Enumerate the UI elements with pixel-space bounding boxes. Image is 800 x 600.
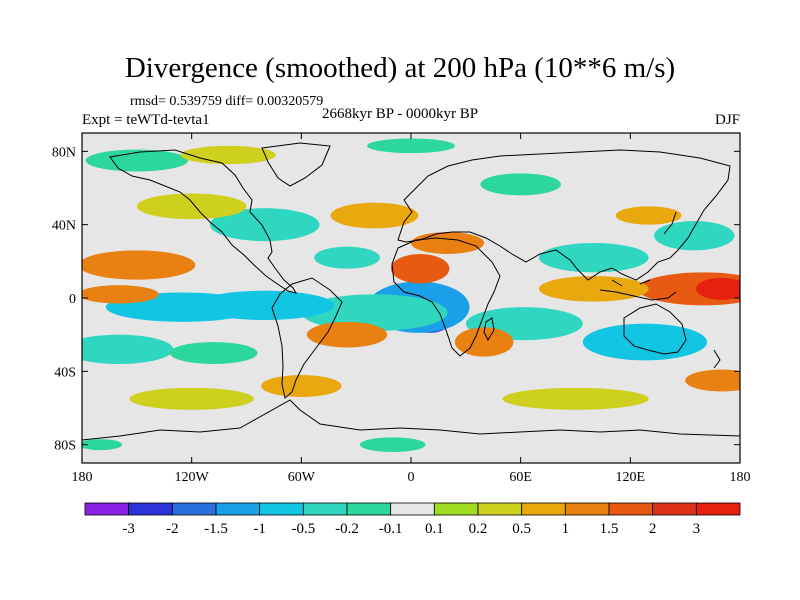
coast-madagascar (483, 317, 495, 342)
experiment-label: Expt = teWTd-tevta1 (82, 112, 210, 128)
x-tick-label: 120E (616, 470, 646, 485)
colorbar-label: -0.1 (379, 521, 403, 537)
contour-fills (82, 138, 740, 452)
axis-ticks: 180 120W 60W 0 60E 120E 180 80N 40N 0 40S 80S (52, 133, 751, 485)
x-tick-label: 120W (175, 470, 210, 485)
colorbar-label: -3 (122, 521, 135, 537)
colorbar-swatch (302, 502, 348, 516)
colorbar-label: -2 (166, 521, 179, 537)
colorbar-label: -1 (253, 521, 266, 537)
colorbar-swatch (652, 502, 697, 516)
colorbar-swatch (84, 502, 130, 516)
contour-region-17 (82, 439, 123, 451)
contour-region-29 (615, 206, 682, 225)
colorbar-label: 2 (649, 521, 657, 537)
colorbar-swatch (521, 502, 566, 516)
y-tick-label: 40N (52, 219, 76, 234)
stats-text: rmsd= 0.539759 diff= 0.00320579 (130, 94, 324, 109)
colorbar-label: -0.5 (291, 521, 315, 537)
y-tick-label: 40S (54, 365, 76, 380)
colorbar-swatch (128, 502, 173, 516)
contour-region-11 (209, 208, 320, 242)
colorbar: -3 -2 -1.5 -1 -0.5 -0.2 -0.1 0.1 0.2 0.5 1 1.5 2 3 (84, 502, 741, 537)
contour-region-27 (685, 369, 740, 392)
contour-region-12 (314, 246, 380, 269)
coast-south-america (271, 277, 343, 399)
colorbar-label: 0.2 (469, 521, 488, 537)
contour-region-19 (696, 277, 740, 300)
contour-region-14 (367, 138, 455, 154)
x-tick-label: 180 (730, 470, 751, 485)
period-label: 2668kyr BP - 0000kyr BP (322, 106, 479, 122)
colorbar-label: 0.1 (425, 521, 444, 537)
colorbar-label: 3 (693, 521, 701, 537)
contour-region-5 (82, 334, 174, 364)
coast-greenland (261, 142, 331, 187)
contour-region-9 (538, 242, 649, 273)
contour-region-24 (306, 321, 388, 348)
colorbar-swatch (259, 502, 304, 516)
colorbar-label: 1.5 (600, 521, 619, 537)
coastlines (82, 142, 740, 441)
colorbar-swatch (346, 502, 392, 516)
colorbar-label: 0.5 (512, 521, 531, 537)
coast-eurasia (397, 149, 731, 281)
colorbar-label: -0.2 (335, 521, 359, 537)
contour-region-20 (390, 253, 450, 284)
y-tick-label: 80N (52, 145, 76, 160)
colorbar-label: -1.5 (204, 521, 228, 537)
contour-region-34 (180, 145, 276, 165)
contour-region-16 (359, 437, 426, 452)
contour-region-8 (582, 323, 708, 361)
contour-region-26 (538, 276, 649, 302)
contour-region-28 (330, 202, 419, 229)
colorbar-swatch (608, 502, 654, 516)
contour-region-33 (136, 193, 247, 220)
colorbar-swatch (433, 502, 479, 516)
contour-region-6 (169, 342, 258, 364)
colorbar-swatch (477, 502, 523, 516)
coast-antarctica (82, 399, 740, 441)
coast-indonesia (599, 279, 677, 301)
contour-region-21 (411, 232, 485, 254)
contour-region-30 (261, 375, 342, 397)
coast-north-america (109, 149, 298, 294)
colorbar-swatch (695, 502, 741, 516)
coast-africa (391, 237, 501, 357)
contour-region-23 (82, 285, 159, 304)
x-tick-label: 0 (408, 470, 415, 485)
coast-australia (623, 303, 687, 355)
coast-japan (663, 211, 677, 235)
x-tick-label: 180 (72, 470, 93, 485)
contour-region-2 (301, 294, 448, 331)
coast-new-zealand (713, 349, 721, 369)
season-label: DJF (714, 112, 740, 128)
contour-region-22 (82, 250, 196, 280)
x-tick-label: 60W (288, 470, 316, 485)
contour-region-10 (654, 221, 735, 251)
contour-region-15 (480, 173, 561, 196)
colorbar-swatch (171, 502, 217, 516)
contour-region-32 (502, 387, 649, 410)
contour-region-13 (85, 149, 189, 172)
contour-region-31 (129, 387, 254, 410)
colorbar-label: 1 (562, 521, 570, 537)
y-tick-label: 80S (54, 439, 76, 454)
chart-title: Divergence (smoothed) at 200 hPa (10**6 … (124, 52, 676, 84)
contour-region-25 (454, 327, 514, 357)
colorbar-swatch (390, 502, 435, 516)
y-tick-label: 0 (69, 292, 76, 307)
x-tick-label: 60E (509, 470, 532, 485)
colorbar-swatch (564, 502, 610, 516)
colorbar-swatch (215, 502, 261, 516)
